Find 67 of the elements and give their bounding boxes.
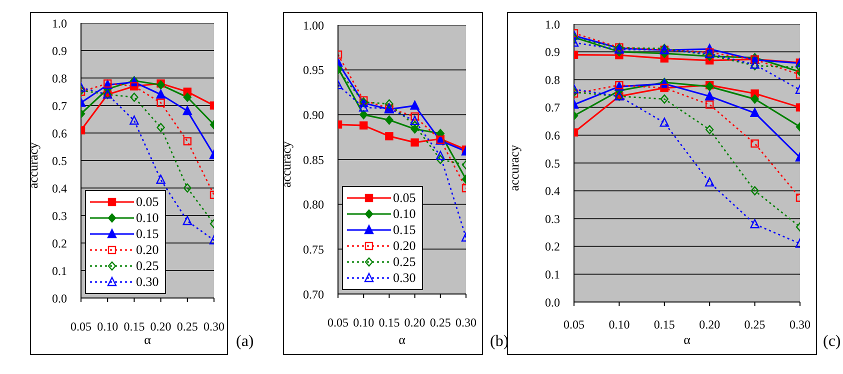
y-tick-label: 0.80	[303, 198, 324, 212]
x-tick-label: 0.15	[654, 318, 675, 332]
y-tick-label: 0.9	[52, 44, 67, 58]
x-tick-label: 0.20	[699, 318, 720, 332]
y-tick-label: 0.90	[303, 108, 324, 122]
y-tick-label: 0.1	[545, 267, 560, 282]
legend-label: 0.15	[393, 222, 416, 238]
x-tick-label: 0.15	[378, 316, 400, 330]
y-tick-label: 0.70	[303, 287, 324, 302]
x-tick-label: 0.20	[150, 320, 172, 334]
legend-label: 0.25	[136, 258, 159, 274]
y-tick-label: 0.0	[52, 291, 67, 306]
y-tick-label: 0.2	[545, 240, 560, 254]
x-tick-label: 0.25	[430, 316, 451, 330]
y-tick-label: 0.5	[545, 156, 560, 170]
x-tick-label: 0.25	[176, 320, 198, 334]
x-tick-label: 0.10	[353, 316, 374, 330]
legend-label: 0.10	[136, 210, 159, 226]
x-tick-label: 0.30	[456, 316, 476, 330]
y-tick-label: 0.8	[52, 71, 67, 86]
legend-label: 0.30	[136, 274, 159, 290]
y-axis-title: accuracy	[26, 142, 41, 188]
y-tick-label: 0.6	[52, 126, 67, 140]
x-axis-title: α	[144, 332, 152, 347]
y-tick-label: 1.0	[52, 16, 67, 30]
y-tick-label: 0.6	[545, 128, 560, 142]
y-tick-label: 0.9	[545, 45, 560, 60]
y-tick-label: 0.85	[303, 152, 324, 167]
y-tick-label: 0.5	[52, 154, 67, 168]
x-tick-label: 0.05	[70, 320, 92, 334]
y-axis-title: accuracy	[278, 140, 294, 188]
x-tick-label: 0.05	[564, 318, 584, 332]
legend-label: 0.30	[393, 270, 416, 286]
legend-label: 0.20	[136, 242, 159, 258]
y-tick-label: 1.00	[303, 18, 324, 32]
legend-label: 0.25	[393, 254, 416, 270]
text: (c)	[823, 333, 841, 351]
x-tick-label: 0.25	[744, 318, 766, 332]
legend-label: 0.20	[393, 238, 416, 254]
y-tick-label: 0.7	[545, 100, 560, 115]
y-tick-label: 1.0	[545, 17, 560, 32]
y-tick-label: 0.3	[545, 212, 560, 226]
legend-label: 0.15	[136, 226, 159, 242]
y-tick-label: 0.3	[52, 208, 67, 223]
x-tick-label: 0.05	[328, 316, 348, 330]
x-tick-label: 0.30	[204, 320, 224, 334]
x-tick-label: 0.20	[404, 316, 426, 330]
y-tick-label: 0.4	[545, 184, 560, 198]
y-tick-label: 0.95	[303, 63, 324, 78]
y-tick-label: 0.0	[545, 295, 560, 310]
text: (a)	[236, 333, 254, 351]
x-tick-label: 0.10	[97, 320, 118, 334]
x-tick-label: 0.15	[124, 320, 145, 334]
legend-label: 0.05	[393, 190, 416, 206]
legend-label: 0.10	[393, 206, 416, 222]
x-tick-label: 0.30	[790, 318, 810, 332]
x-tick-label: 0.10	[608, 318, 630, 332]
y-tick-label: 0.4	[52, 181, 67, 196]
y-tick-label: 0.1	[52, 264, 67, 278]
y-tick-label: 0.8	[545, 72, 560, 87]
y-tick-label: 0.2	[52, 236, 67, 250]
legend-label: 0.05	[136, 194, 159, 210]
y-tick-label: 0.7	[52, 98, 67, 113]
x-axis-title: α	[684, 332, 691, 347]
y-axis-title: accuracy	[506, 144, 522, 191]
x-axis-title: α	[398, 332, 406, 347]
y-tick-label: 0.75	[303, 242, 324, 256]
